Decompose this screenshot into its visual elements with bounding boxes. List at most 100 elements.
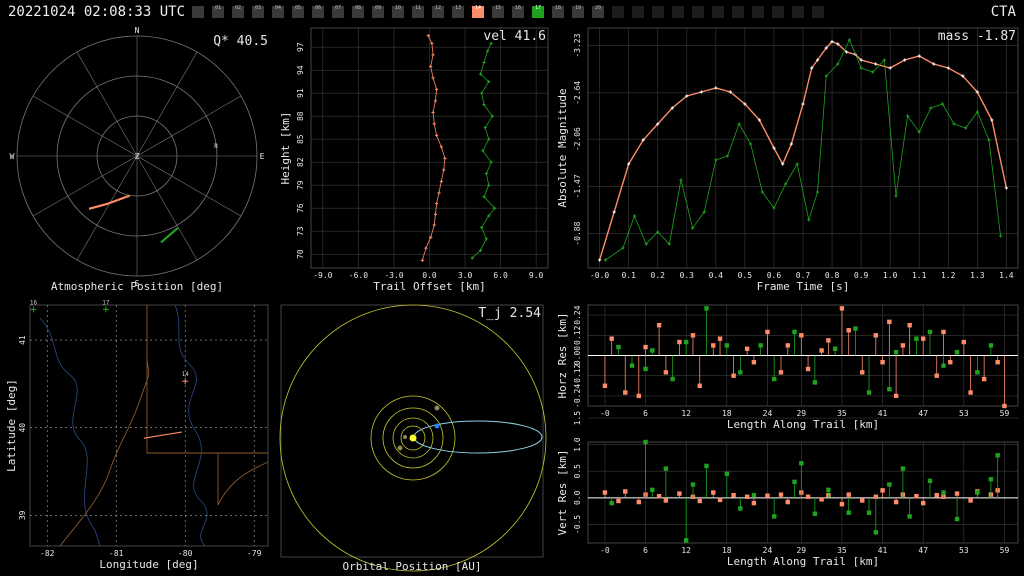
y-tick-label: 97 (296, 42, 305, 52)
data-point (988, 477, 994, 482)
state-border (217, 453, 269, 506)
x-tick-label: 0.1 (621, 271, 636, 280)
x-axis-label: Trail Offset [km] (373, 280, 486, 293)
station-indicator: 20 (592, 5, 604, 18)
data-point (711, 343, 716, 348)
data-point (697, 498, 702, 504)
data-point (690, 482, 696, 487)
data-point (866, 390, 872, 395)
data-point (644, 242, 648, 246)
station-indicator (732, 6, 744, 18)
data-point (968, 498, 973, 503)
data-point (995, 453, 1000, 458)
sun-icon (409, 434, 417, 442)
data-point (431, 76, 435, 80)
zenith-label: Z (135, 152, 140, 161)
data-point (941, 363, 946, 368)
direction-east: E (260, 152, 265, 161)
data-point (731, 492, 736, 498)
x-tick-label: -80 (178, 549, 193, 558)
data-point (650, 348, 655, 353)
data-point (738, 370, 743, 375)
data-point (643, 366, 648, 372)
y-tick-label: -3.23 (573, 33, 582, 57)
data-point (874, 62, 878, 66)
orbit-ring-outer (279, 304, 547, 572)
data-point (900, 343, 906, 348)
x-tick-label: 47 (918, 409, 928, 418)
data-point (704, 463, 709, 469)
data-point (435, 201, 439, 206)
data-point (927, 329, 933, 335)
data-point (772, 376, 777, 382)
station-indicator: 03 (252, 5, 264, 18)
data-point (954, 349, 960, 355)
data-point (844, 50, 849, 54)
data-point (975, 490, 980, 495)
planet-orbit (392, 417, 434, 459)
data-point (690, 333, 696, 338)
data-point (866, 510, 872, 515)
data-point (792, 329, 797, 335)
data-point (812, 511, 818, 516)
data-point (905, 114, 910, 118)
series-line (598, 40, 1008, 261)
data-point (430, 41, 434, 45)
planet-icon (403, 435, 407, 439)
x-tick-label: 6 (643, 409, 648, 418)
trail-offset-chart: -9.0 -6.0 -3.0 0.0 3.0 6.0 9.0 70 73 76 79 82 85 88 91… (279, 27, 549, 293)
data-point (656, 494, 662, 499)
data-point (998, 234, 1003, 238)
data-point (826, 338, 831, 343)
station-indicator (712, 6, 724, 18)
station-label: 15 (494, 5, 502, 11)
data-point (894, 194, 898, 198)
station-label: 05 (294, 5, 302, 11)
data-point (656, 230, 660, 234)
state-border (59, 359, 150, 547)
data-point (424, 246, 428, 250)
data-point (685, 94, 689, 98)
data-point (435, 133, 439, 137)
x-tick-label: 24 (763, 546, 773, 555)
y-tick-label: -0.5 (573, 515, 582, 534)
data-point (839, 501, 845, 507)
data-point (815, 58, 820, 62)
data-point (917, 54, 921, 58)
station-label: 14 (474, 5, 482, 11)
station-indicator: 18 (552, 5, 564, 18)
data-point (728, 90, 732, 94)
x-axis-label: Longitude [deg] (99, 558, 198, 571)
station-label: 07 (334, 5, 342, 11)
data-point (731, 373, 736, 378)
x-tick-label: -0.0 (590, 271, 609, 280)
data-point (893, 349, 899, 355)
data-point (470, 256, 474, 260)
station-label: 02 (234, 5, 242, 11)
data-point (887, 482, 892, 487)
data-point (704, 306, 709, 311)
data-point (932, 62, 936, 66)
station-indicator: 14 (472, 5, 484, 18)
y-axis-label: Latitude [deg] (5, 379, 18, 472)
y-tick-label: -0.12 (573, 363, 582, 387)
data-point (714, 158, 718, 162)
x-axis-label: Length Along Trail [km] (727, 418, 879, 431)
data-point (853, 326, 858, 331)
data-point (656, 323, 662, 328)
y-tick-label: -1.47 (573, 174, 582, 198)
data-point (679, 178, 683, 182)
data-point (772, 146, 776, 150)
data-point (807, 218, 811, 222)
data-point (724, 471, 730, 477)
data-point (738, 506, 743, 511)
planet-icon (434, 405, 440, 411)
data-point (650, 487, 655, 493)
data-point (819, 497, 824, 502)
x-tick-label: 0.2 (651, 271, 666, 280)
station-indicator: 15 (492, 5, 504, 18)
station-indicator (192, 6, 204, 18)
station-indicator: 05 (292, 5, 304, 18)
data-point (847, 38, 852, 42)
data-point (948, 360, 953, 365)
